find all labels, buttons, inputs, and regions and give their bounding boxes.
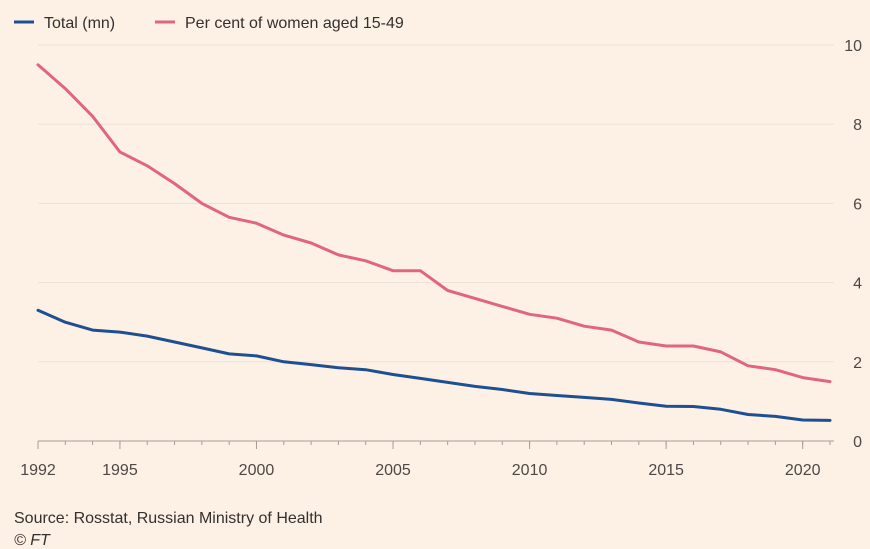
credit-note: © FT <box>14 532 51 549</box>
y-axis: 0 2 4 6 8 10 <box>844 38 862 451</box>
y-tick-label-4: 4 <box>853 276 862 293</box>
series <box>36 63 832 422</box>
y-tick-label-10: 10 <box>844 38 862 55</box>
legend: Total (mn) Per cent of women aged 15-49 <box>14 15 404 32</box>
y-tick-label-6: 6 <box>853 196 862 213</box>
gridlines <box>38 44 834 363</box>
x-tick-label-1995: 1995 <box>102 462 138 479</box>
legend-label-total: Total (mn) <box>44 15 115 32</box>
y-tick-label-8: 8 <box>853 117 862 134</box>
x-tick-label-1992: 1992 <box>20 462 56 479</box>
source-note: Source: Rosstat, Russian Ministry of Hea… <box>14 510 323 527</box>
series-line-total <box>36 308 832 422</box>
legend-label-women: Per cent of women aged 15-49 <box>185 15 404 32</box>
y-tick-label-2: 2 <box>853 355 862 372</box>
x-tick-label-2020: 2020 <box>785 462 821 479</box>
x-tick-label-2000: 2000 <box>239 462 275 479</box>
x-tick-label-2015: 2015 <box>648 462 684 479</box>
y-tick-label-0: 0 <box>853 434 862 451</box>
x-tick-label-2005: 2005 <box>375 462 411 479</box>
x-tick-label-2010: 2010 <box>512 462 548 479</box>
x-axis: 1992 1995 2000 2005 2010 2015 2020 <box>20 440 834 479</box>
series-line-per-cent-women <box>36 63 832 384</box>
